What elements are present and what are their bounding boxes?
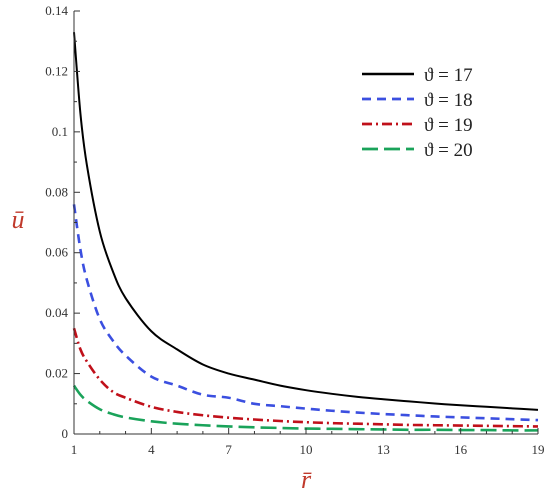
legend-label-3: ϑ = 19 (424, 115, 473, 136)
legend-label-2: ϑ = 18 (424, 90, 473, 111)
y-tick-label: 0.02 (45, 366, 68, 381)
series-line-1 (73, 32, 539, 411)
x-tick-label: 1 (71, 442, 78, 457)
y-tick-label: 0 (62, 426, 69, 441)
y-tick-label: 0.14 (45, 3, 68, 18)
x-tick-label: 16 (454, 442, 468, 457)
legend: ϑ = 17 ϑ = 18 ϑ = 19 ϑ = 20 (362, 65, 473, 161)
series-layer (72, 32, 539, 432)
series-line-2 (72, 204, 539, 422)
x-axis-title: r̄ (301, 465, 312, 494)
y-tick-label: 0.1 (52, 124, 68, 139)
x-tick-label: 13 (377, 442, 390, 457)
series-line-3 (72, 327, 539, 428)
x-tick-label: 19 (532, 442, 545, 457)
y-tick-label: 0.04 (45, 305, 68, 320)
y-tick-label: 0.12 (45, 63, 68, 78)
series-line-4 (72, 384, 539, 432)
y-axis-title: ū (12, 205, 25, 234)
x-tick-label: 10 (300, 442, 313, 457)
legend-label-1: ϑ = 17 (424, 65, 473, 86)
y-tick-label: 0.06 (45, 245, 68, 260)
y-tick-label: 0.08 (45, 184, 68, 199)
x-tick-label: 7 (225, 442, 232, 457)
axes-layer: 0 0.02 0.04 0.06 0.08 0.1 0.12 0.14 1 4 7 10 13 16 19 (45, 3, 544, 457)
x-tick-label: 4 (148, 442, 155, 457)
legend-label-4: ϑ = 20 (424, 140, 473, 161)
